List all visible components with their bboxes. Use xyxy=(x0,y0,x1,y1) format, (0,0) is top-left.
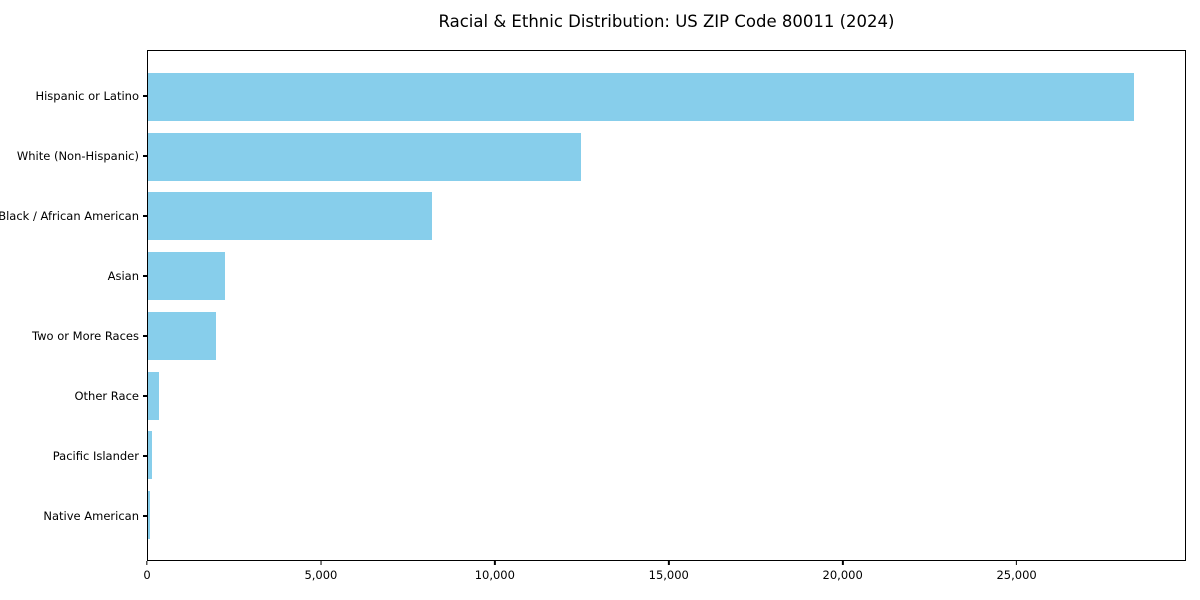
y-label-row: Asian xyxy=(0,246,147,306)
bar-row xyxy=(148,366,1185,426)
y-tick-mark xyxy=(143,215,147,217)
bar-row xyxy=(148,187,1185,247)
y-tick-label-hispanic-or-latino: Hispanic or Latino xyxy=(35,89,139,103)
bar-row xyxy=(148,426,1185,486)
x-tick: 25,000 xyxy=(996,561,1037,582)
bar-row xyxy=(148,127,1185,187)
bars-container xyxy=(148,51,1185,560)
y-tick-label-other-race: Other Race xyxy=(74,389,140,403)
x-tick: 0 xyxy=(143,561,151,582)
y-axis-labels: Hispanic or Latino White (Non-Hispanic) Bl… xyxy=(0,50,147,561)
x-tick: 10,000 xyxy=(475,561,515,582)
y-tick-mark xyxy=(143,95,147,97)
x-tick-mark xyxy=(841,561,844,565)
y-tick-mark xyxy=(143,455,147,457)
y-tick-label-white-non-hispanic: White (Non-Hispanic) xyxy=(16,149,139,163)
y-tick-mark xyxy=(143,395,147,397)
y-tick-mark xyxy=(143,275,147,277)
bar-row xyxy=(148,246,1185,306)
bar-pacific-islander xyxy=(148,431,152,480)
bar-two-or-more-races xyxy=(148,311,217,360)
x-tick-label: 15,000 xyxy=(648,568,689,582)
y-label-row: White (Non-Hispanic) xyxy=(0,126,147,186)
y-tick-label-pacific-islander: Pacific Islander xyxy=(52,449,139,463)
x-tick-mark xyxy=(146,561,148,565)
chart-title: Racial & Ethnic Distribution: US ZIP Cod… xyxy=(438,12,895,31)
bar-white-non-hispanic xyxy=(148,132,581,181)
y-tick-mark xyxy=(143,155,147,157)
y-label-row: Black / African American xyxy=(0,186,147,246)
x-tick-mark xyxy=(320,561,322,565)
y-label-row: Other Race xyxy=(0,366,147,426)
bar-black-african-american xyxy=(148,192,433,241)
x-tick-mark xyxy=(668,561,670,565)
y-label-row: Hispanic or Latino xyxy=(0,66,147,126)
y-tick-mark xyxy=(143,515,147,517)
x-tick-mark xyxy=(1015,561,1018,565)
x-tick-label: 10,000 xyxy=(474,568,515,582)
x-tick-mark xyxy=(494,561,496,565)
y-tick-mark xyxy=(143,335,147,337)
y-tick-label-two-or-more-races: Two or More Races xyxy=(32,329,139,343)
bar-other-race xyxy=(148,371,160,420)
bar-row xyxy=(148,485,1185,545)
x-axis: 0 5,000 10,000 15,000 20,000 25,000 xyxy=(143,561,1186,593)
plot-area xyxy=(147,50,1186,561)
bar-row xyxy=(148,67,1185,127)
y-label-row: Native American xyxy=(0,486,147,546)
y-label-row: Pacific Islander xyxy=(0,426,147,486)
y-tick-label-asian: Asian xyxy=(107,269,139,283)
bar-asian xyxy=(148,252,226,301)
x-tick: 15,000 xyxy=(649,561,689,582)
x-tick: 5,000 xyxy=(304,561,337,582)
y-label-row: Two or More Races xyxy=(0,306,147,366)
bar-row xyxy=(148,306,1185,366)
y-tick-label-native-american: Native American xyxy=(43,509,139,523)
x-tick-label: 0 xyxy=(143,568,151,582)
y-tick-label-black-african-american: Black / African American xyxy=(0,209,139,223)
x-tick-label: 25,000 xyxy=(996,568,1037,582)
x-tick-label: 20,000 xyxy=(822,568,863,582)
bar-hispanic-or-latino xyxy=(148,72,1134,121)
bar-native-american xyxy=(148,491,151,540)
x-tick-label: 5,000 xyxy=(304,568,338,582)
x-tick: 20,000 xyxy=(823,561,863,582)
